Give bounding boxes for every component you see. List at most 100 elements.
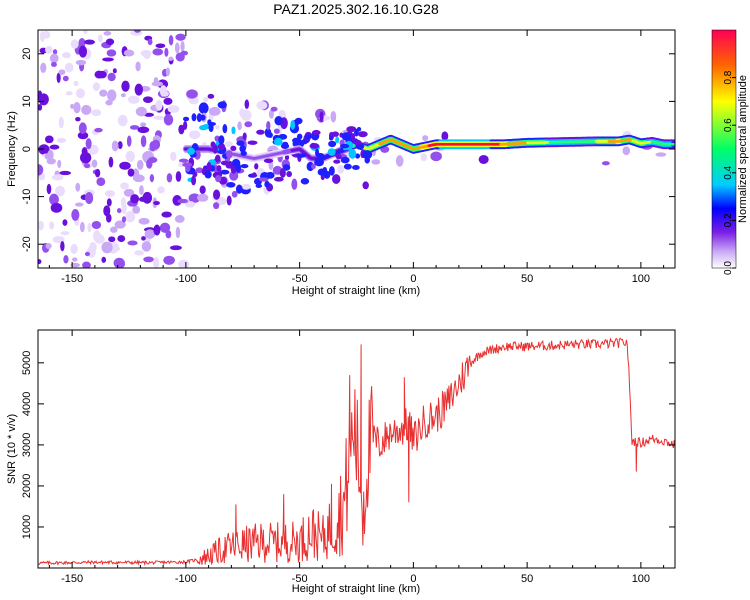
heatmap-cell xyxy=(174,42,180,54)
snr-x-tick-label: -50 xyxy=(292,573,308,585)
spectrogram-y-axis-label: Frequency (Hz) xyxy=(6,111,18,187)
snr-x-tick-label: 100 xyxy=(632,573,650,585)
heatmap-cell xyxy=(78,122,87,134)
heatmap-cluster xyxy=(327,148,336,156)
heatmap-cluster xyxy=(343,163,352,170)
heatmap-cluster xyxy=(278,133,288,140)
heatmap-cell xyxy=(96,177,106,187)
heatmap-cell xyxy=(114,220,126,229)
snr-x-tick-label: -100 xyxy=(175,573,197,585)
heatmap-cell xyxy=(215,124,220,130)
heatmap-cluster xyxy=(339,143,350,149)
heatmap-cell xyxy=(78,37,86,49)
heatmap-cell xyxy=(178,158,189,163)
snr-frame xyxy=(37,329,676,569)
heatmap-cell xyxy=(38,164,44,176)
heatmap-cell xyxy=(351,164,360,170)
heatmap-cell xyxy=(62,52,71,59)
heatmap-cell xyxy=(84,251,90,257)
heatmap-cell xyxy=(70,39,79,49)
heatmap-cell xyxy=(81,104,92,116)
heatmap-cell xyxy=(144,229,156,239)
heatmap-cell xyxy=(175,33,186,41)
heatmap-cell xyxy=(395,155,404,167)
heatmap-cell xyxy=(70,243,78,255)
heatmap-cluster xyxy=(362,150,373,160)
heatmap-cluster xyxy=(309,143,320,149)
heatmap-cell xyxy=(104,190,115,198)
heatmap-cell xyxy=(126,135,132,147)
spectrogram-y-tick-label: -20 xyxy=(21,236,33,252)
colorbar-tick-label: 0.8 xyxy=(723,70,734,84)
heatmap-cluster xyxy=(259,177,269,182)
heatmap-cell xyxy=(50,202,63,213)
heatmap-cell xyxy=(107,72,116,82)
heatmap-cell xyxy=(330,110,337,123)
heatmap-cell xyxy=(84,39,95,45)
heatmap-cell xyxy=(87,222,92,233)
heatmap-cluster xyxy=(357,131,368,138)
spectrogram-y-tick-label: -10 xyxy=(21,189,33,205)
heatmap-cell xyxy=(175,226,181,239)
heatmap-cell xyxy=(337,164,345,174)
heatmap-cluster xyxy=(266,121,271,131)
heatmap-cell xyxy=(127,168,135,177)
heatmap-cell xyxy=(42,30,51,39)
heatmap-cell xyxy=(175,171,182,182)
heatmap-cell xyxy=(143,256,154,263)
spectrogram-y-tick-label: 10 xyxy=(21,95,33,107)
heatmap-cell xyxy=(256,129,265,135)
heatmap-cluster xyxy=(311,163,316,169)
heatmap-cell xyxy=(333,159,341,164)
spectrogram-x-tick-label: 50 xyxy=(521,273,533,285)
heatmap-cell xyxy=(123,188,135,197)
heatmap-cell xyxy=(286,170,293,178)
heatmap-cluster xyxy=(217,143,226,151)
heatmap-cell xyxy=(188,130,201,140)
heatmap-cell xyxy=(138,196,148,202)
heatmap-cell xyxy=(155,43,166,49)
heatmap-cell xyxy=(172,194,182,206)
heatmap-ridge-core xyxy=(672,142,675,146)
heatmap-cell xyxy=(121,216,127,223)
heatmap-cell xyxy=(284,154,290,161)
heatmap-cluster xyxy=(254,163,259,170)
heatmap-cluster xyxy=(230,165,237,174)
snr-x-axis-label: Height of straight line (km) xyxy=(292,583,420,595)
heatmap-cell xyxy=(212,189,221,200)
heatmap-cluster xyxy=(235,163,242,173)
heatmap-cell xyxy=(244,121,253,128)
heatmap-cell xyxy=(371,159,381,165)
heatmap-cell xyxy=(40,62,47,73)
heatmap-cell xyxy=(213,202,220,210)
heatmap-cell xyxy=(56,137,67,143)
heatmap-cell xyxy=(105,38,115,46)
heatmap-cell xyxy=(311,129,321,136)
heatmap-cell xyxy=(70,262,80,268)
heatmap-cell xyxy=(127,95,140,104)
heatmap-cell xyxy=(108,156,114,168)
heatmap-cell xyxy=(420,153,428,162)
heatmap-cell xyxy=(74,202,84,207)
heatmap-cluster xyxy=(290,120,296,130)
heatmap-cell xyxy=(151,81,164,87)
heatmap-cell xyxy=(65,91,73,96)
heatmap-cell xyxy=(77,131,89,140)
heatmap-cell xyxy=(106,49,117,57)
heatmap-cell xyxy=(143,112,154,117)
colorbar-tick-label: 0.0 xyxy=(723,261,734,275)
heatmap-cell xyxy=(75,59,87,66)
heatmap-cell xyxy=(38,104,43,111)
heatmap-cluster xyxy=(340,156,350,164)
heatmap-cluster xyxy=(231,126,236,135)
heatmap-cell xyxy=(152,257,160,268)
heatmap-cluster xyxy=(186,147,195,155)
colorbar: 0.0 0.2 0.4 0.6 0.8 Normalized spectral ampl… xyxy=(711,29,749,275)
snr-y-tick-label: 3000 xyxy=(21,433,33,457)
spectrogram-x-tick-label: -100 xyxy=(175,273,197,285)
heatmap-cluster xyxy=(328,136,334,141)
heatmap-cell xyxy=(72,257,78,262)
heatmap-cell xyxy=(141,241,152,252)
heatmap-cell xyxy=(45,243,52,250)
